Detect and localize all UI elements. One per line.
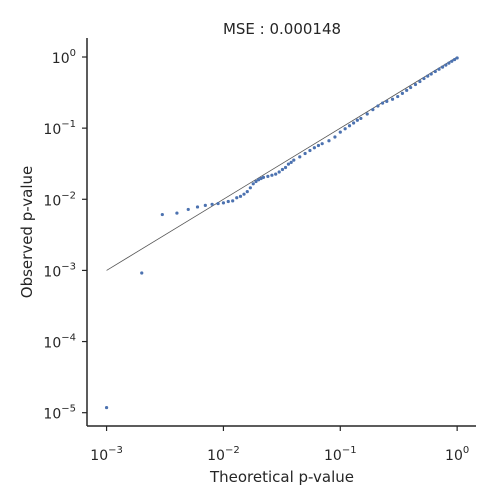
data-point bbox=[140, 271, 144, 275]
data-point bbox=[270, 173, 274, 177]
data-point bbox=[400, 91, 404, 95]
data-point bbox=[308, 148, 312, 153]
data-point bbox=[338, 130, 342, 134]
data-point bbox=[274, 172, 278, 176]
data-point bbox=[286, 162, 291, 166]
data-point bbox=[254, 179, 258, 184]
data-point bbox=[248, 186, 252, 190]
data-point bbox=[380, 101, 385, 105]
data-point bbox=[203, 203, 207, 208]
data-point bbox=[261, 175, 266, 180]
data-point bbox=[266, 174, 270, 178]
data-point bbox=[359, 116, 363, 121]
data-point bbox=[216, 201, 220, 206]
data-point bbox=[452, 57, 457, 62]
data-point bbox=[437, 67, 441, 71]
x-axis-label: Theoretical p-value bbox=[209, 468, 354, 486]
data-point bbox=[355, 118, 359, 122]
reference-line bbox=[106, 56, 458, 271]
data-point bbox=[429, 72, 433, 76]
data-point bbox=[280, 167, 285, 172]
data-point bbox=[289, 160, 293, 164]
data-point bbox=[316, 143, 321, 148]
data-point bbox=[376, 104, 380, 108]
data-point bbox=[447, 61, 451, 65]
data-point bbox=[226, 199, 230, 204]
data-point bbox=[245, 190, 249, 194]
chart-title: MSE : 0.000148 bbox=[223, 20, 341, 38]
data-point bbox=[371, 108, 375, 112]
data-point bbox=[195, 205, 200, 209]
data-point bbox=[104, 405, 109, 410]
data-point bbox=[433, 69, 437, 74]
data-point bbox=[455, 56, 459, 60]
y-axis-label: Observed p-value bbox=[18, 166, 36, 298]
data-point bbox=[418, 79, 422, 84]
data-point bbox=[238, 194, 243, 198]
data-point bbox=[231, 199, 235, 203]
data-point bbox=[396, 94, 400, 99]
data-point bbox=[343, 127, 347, 131]
data-point bbox=[235, 196, 239, 200]
data-point bbox=[385, 99, 389, 103]
x-tick-label: 10−2 bbox=[207, 445, 240, 464]
data-point bbox=[292, 158, 296, 162]
data-point bbox=[440, 65, 445, 69]
data-point bbox=[251, 182, 255, 186]
data-point bbox=[298, 155, 302, 159]
y-tick-label: 10−2 bbox=[43, 190, 76, 209]
x-tick-label: 10−1 bbox=[324, 445, 357, 464]
data-point bbox=[352, 121, 356, 125]
x-tick-label: 100 bbox=[445, 445, 469, 464]
data-point bbox=[413, 82, 418, 87]
data-point bbox=[277, 170, 281, 174]
y-tick-label: 10−5 bbox=[43, 404, 76, 423]
data-point bbox=[327, 139, 331, 143]
data-point bbox=[422, 76, 426, 81]
x-tick-label: 10−3 bbox=[90, 445, 123, 464]
y-tick-label: 10−1 bbox=[43, 119, 76, 138]
x-ticks: 10−3 10−2 10−1 100 bbox=[90, 426, 469, 464]
data-point bbox=[365, 112, 369, 116]
data-point bbox=[210, 202, 214, 206]
y-tick-label: 10−4 bbox=[43, 333, 76, 352]
data-point bbox=[242, 192, 246, 196]
data-point bbox=[444, 63, 448, 67]
data-point bbox=[450, 59, 454, 63]
points-group bbox=[104, 56, 459, 410]
data-point bbox=[312, 146, 316, 150]
data-point bbox=[160, 212, 164, 217]
data-point bbox=[347, 124, 352, 128]
data-point bbox=[186, 207, 190, 212]
y-tick-label: 10−3 bbox=[43, 261, 76, 280]
data-point bbox=[175, 211, 179, 215]
data-point bbox=[333, 135, 337, 139]
y-ticks: 10−5 10−4 10−3 10−2 10−1 100 bbox=[43, 48, 87, 423]
data-point bbox=[303, 151, 307, 156]
data-point bbox=[426, 74, 430, 78]
data-point bbox=[283, 165, 288, 170]
data-point bbox=[257, 178, 261, 182]
data-point bbox=[221, 201, 226, 205]
data-point bbox=[405, 88, 409, 92]
data-point bbox=[409, 85, 413, 90]
y-tick-label: 100 bbox=[52, 48, 76, 67]
data-point bbox=[320, 142, 324, 146]
data-point bbox=[390, 97, 395, 101]
